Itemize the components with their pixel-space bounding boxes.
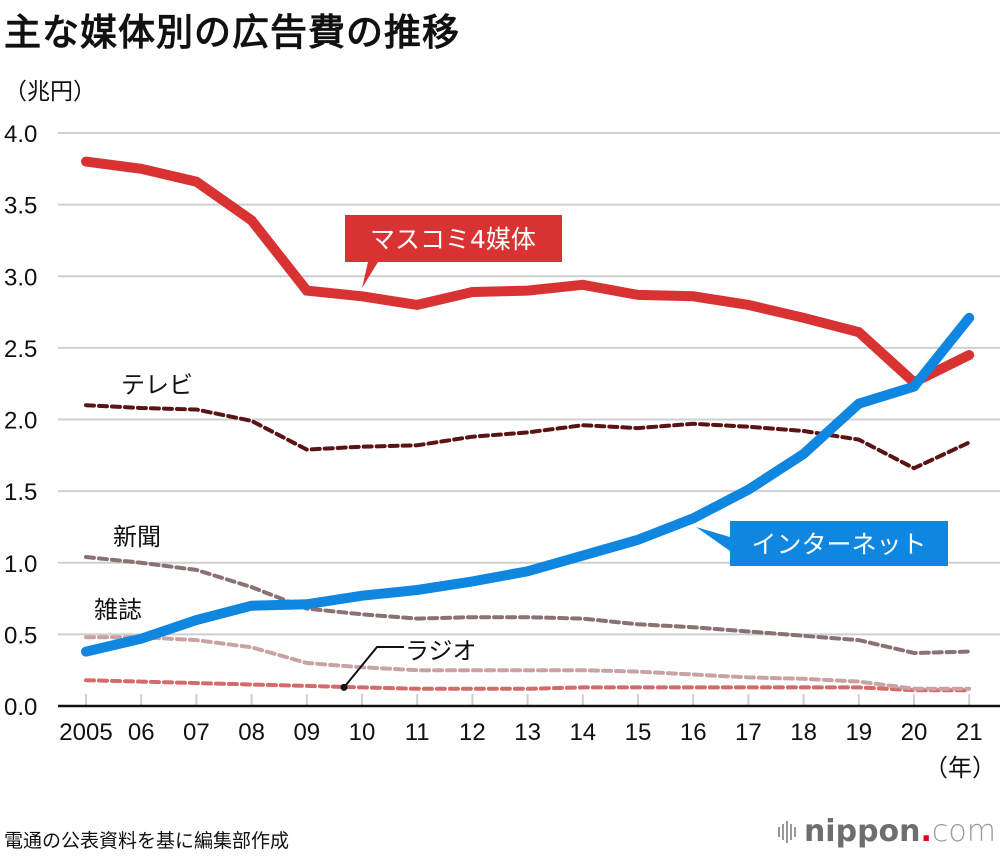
y-tick-label: 3.0: [4, 264, 37, 291]
logo-name: nippon: [803, 814, 921, 849]
series-label-massmedia: マスコミ4媒体: [370, 225, 536, 254]
series-line-magazine: [84, 635, 972, 691]
y-tick-label: 2.0: [4, 408, 37, 435]
x-tick-label: 21: [956, 719, 983, 746]
series-label-magazine: 雑誌: [94, 596, 142, 624]
x-tick-label: 09: [293, 719, 320, 746]
y-tick-label: 3.5: [4, 193, 37, 220]
x-tick-label: 16: [680, 719, 707, 746]
nippon-logo[interactable]: nippon. com: [777, 814, 996, 849]
callout-internet: インターネット: [696, 521, 948, 566]
x-tick-label: 13: [514, 719, 541, 746]
x-axis-ticks: 2005 06 07 08 09 10 11 12 13 14 15 16 17 18 19 20 21: [59, 694, 983, 746]
series-lines: [81, 156, 975, 693]
y-tick-label: 1.0: [4, 551, 37, 578]
x-tick-label: 08: [238, 719, 265, 746]
chart-title: 主な媒体別の広告費の推移: [4, 11, 460, 54]
series-label-radio: ラジオ: [405, 637, 477, 665]
sound-bars-icon: [777, 820, 796, 843]
x-tick-label: 10: [349, 719, 376, 746]
x-tick-label: 2005: [59, 719, 112, 746]
x-axis-unit-label: （年）: [924, 755, 996, 782]
radio-leader: ラジオ: [340, 637, 477, 691]
y-tick-label: 0.0: [4, 694, 37, 721]
y-tick-label: 4.0: [4, 121, 37, 148]
y-tick-label: 0.5: [4, 622, 37, 649]
radio-leader-line: [343, 646, 404, 689]
line-chart: 0.0 0.5 1.0 1.5 2.0 2.5 3.0 3.5 4.0 2005 06 07 08 09…: [4, 121, 1000, 782]
series-label-tv: テレビ: [121, 371, 193, 399]
series-label-newspaper: 新聞: [113, 523, 161, 551]
x-tick-label: 15: [625, 719, 652, 746]
y-axis-unit-label: （兆円）: [4, 79, 96, 105]
series-line-massmedia: [81, 156, 975, 389]
x-tick-label: 12: [459, 719, 486, 746]
x-tick-label: 06: [128, 719, 155, 746]
y-tick-label: 1.5: [4, 479, 37, 506]
radio-leader-dot: [340, 683, 348, 691]
x-tick-label: 14: [569, 719, 596, 746]
logo-dot: .: [920, 814, 932, 849]
callout-internet-box: [696, 521, 948, 566]
x-tick-label: 18: [790, 719, 817, 746]
series-line-newspaper: [84, 555, 972, 655]
x-tick-label: 17: [735, 719, 762, 746]
x-tick-label: 20: [901, 719, 928, 746]
x-tick-label: 11: [405, 719, 430, 746]
callout-massmedia: マスコミ4媒体: [345, 215, 562, 288]
x-tick-label: 07: [183, 719, 210, 746]
series-line-radio: [84, 678, 972, 693]
callout-massmedia-box: [345, 215, 562, 288]
series-line-internet: [81, 312, 975, 657]
series-label-internet: インターネット: [751, 530, 926, 559]
series-labels: マスコミ4媒体 インターネット テレビ 新聞 雑誌 ラジオ: [94, 215, 948, 691]
logo-tld: com: [931, 814, 996, 849]
source-note: 電通の公表資料を基に編集部作成: [4, 830, 290, 852]
y-tick-label: 2.5: [4, 336, 37, 363]
series-line-tv: [84, 403, 972, 471]
x-tick-label: 19: [845, 719, 872, 746]
y-axis-tick-labels: 0.0 0.5 1.0 1.5 2.0 2.5 3.0 3.5 4.0: [4, 121, 37, 721]
